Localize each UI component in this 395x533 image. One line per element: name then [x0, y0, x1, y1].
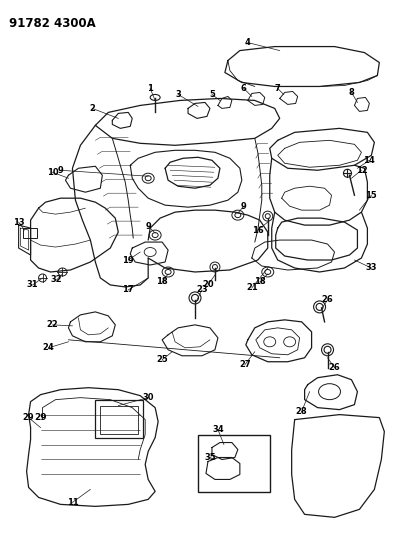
- Text: 15: 15: [365, 191, 377, 200]
- Bar: [198, 434, 270, 492]
- Text: 4: 4: [245, 38, 251, 47]
- Text: 14: 14: [363, 156, 375, 165]
- Bar: [100, 406, 138, 433]
- Text: 20: 20: [202, 280, 214, 289]
- Text: 9: 9: [145, 222, 151, 231]
- Bar: [95, 400, 143, 438]
- Text: 21: 21: [246, 284, 258, 293]
- Text: 11: 11: [67, 498, 78, 507]
- Text: 33: 33: [366, 263, 377, 272]
- Text: 2: 2: [89, 104, 95, 113]
- Text: 23: 23: [196, 286, 208, 294]
- Text: 28: 28: [296, 407, 307, 416]
- Text: 5: 5: [209, 90, 215, 99]
- Text: 22: 22: [47, 320, 58, 329]
- Text: 1: 1: [147, 84, 153, 93]
- Bar: [23, 228, 37, 238]
- Text: 32: 32: [51, 276, 62, 285]
- Text: 3: 3: [175, 90, 181, 99]
- Text: 16: 16: [252, 225, 263, 235]
- Text: 30: 30: [143, 393, 154, 402]
- Text: 18: 18: [156, 278, 168, 286]
- Text: 9: 9: [241, 201, 247, 211]
- Text: 12: 12: [356, 166, 367, 175]
- Text: 91782 4300A: 91782 4300A: [9, 17, 96, 30]
- Text: 17: 17: [122, 286, 134, 294]
- Text: 7: 7: [275, 84, 280, 93]
- Text: 27: 27: [239, 360, 251, 369]
- Text: 35: 35: [204, 453, 216, 462]
- Text: 34: 34: [212, 425, 224, 434]
- Text: 18: 18: [254, 278, 265, 286]
- Text: 10: 10: [47, 168, 58, 177]
- Text: 26: 26: [322, 295, 333, 304]
- Text: 31: 31: [27, 280, 38, 289]
- Text: 26: 26: [329, 363, 340, 372]
- Text: 25: 25: [156, 356, 168, 364]
- Text: 29: 29: [23, 413, 34, 422]
- Text: 13: 13: [13, 217, 24, 227]
- Text: 9: 9: [58, 166, 63, 175]
- Text: 24: 24: [43, 343, 55, 352]
- Text: 29: 29: [34, 413, 47, 422]
- Text: 6: 6: [241, 84, 247, 93]
- Text: 19: 19: [122, 255, 134, 264]
- Text: 8: 8: [348, 88, 354, 97]
